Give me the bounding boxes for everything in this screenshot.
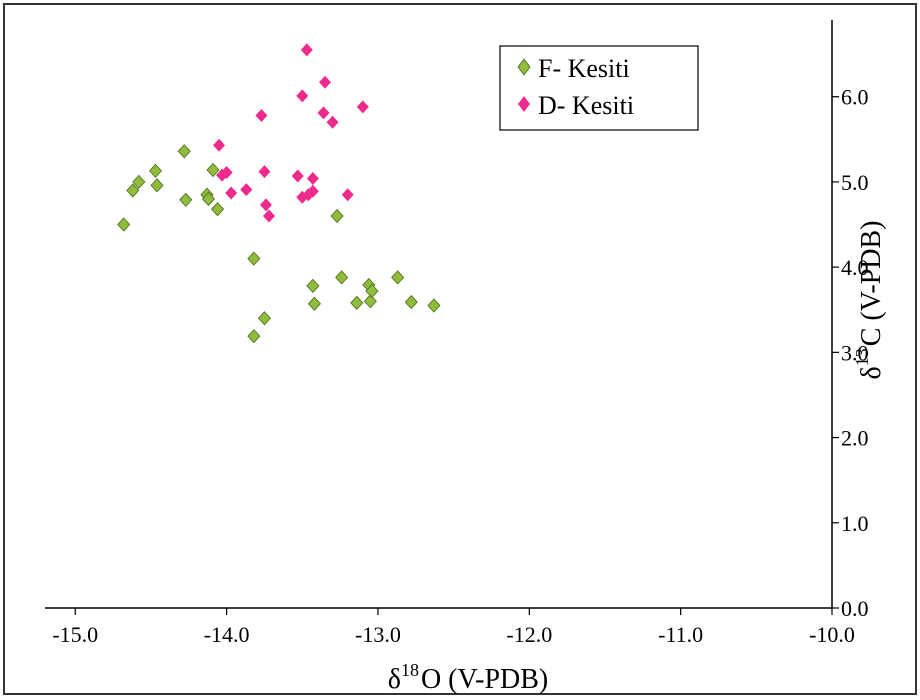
legend-marker-f-kesiti	[517, 58, 531, 76]
data-point	[201, 191, 215, 207]
y-axis-title-sup: 13	[852, 348, 872, 366]
legend: F- Kesiti D- Kesiti	[499, 45, 699, 131]
data-point	[306, 172, 319, 186]
x-axis: -15.0 -14.0 -13.0 -12.0 -11.0 -10.0	[45, 607, 855, 647]
y-tick-label: 6.0	[841, 85, 869, 110]
data-point	[306, 184, 319, 198]
data-point	[365, 283, 379, 299]
y-tick-label: 2.0	[841, 426, 869, 451]
data-point	[148, 163, 163, 178]
data-point	[318, 75, 331, 89]
x-tick-label: -12.0	[506, 622, 552, 647]
y-axis-title-rest: C (V-PDB)	[856, 221, 887, 347]
series-d-kesiti	[213, 43, 369, 223]
data-point	[240, 183, 253, 197]
x-tick-label: -15.0	[52, 622, 98, 647]
data-point	[126, 183, 140, 198]
data-point	[210, 202, 225, 217]
data-point	[257, 311, 271, 326]
legend-label-d-kesiti: D- Kesiti	[538, 91, 634, 120]
data-point	[206, 162, 220, 178]
x-tick-label: -13.0	[355, 622, 401, 647]
legend-marker-d-kesiti	[518, 96, 530, 112]
data-point	[317, 106, 330, 120]
data-point	[291, 169, 304, 183]
data-point	[330, 208, 344, 224]
data-point	[427, 298, 441, 313]
data-point	[356, 100, 369, 114]
data-point	[296, 89, 309, 103]
data-point	[262, 209, 275, 223]
data-point	[179, 192, 193, 207]
data-point	[213, 138, 226, 152]
x-tick-label: -14.0	[204, 622, 250, 647]
data-point	[225, 186, 238, 200]
x-tick-label: -11.0	[658, 622, 703, 647]
data-point	[258, 165, 271, 179]
x-axis-title-sup: 18	[401, 660, 419, 680]
data-point	[247, 251, 261, 266]
data-point	[300, 43, 313, 57]
data-point	[404, 294, 418, 310]
series-f-kesiti	[117, 144, 441, 344]
data-point	[259, 198, 272, 212]
y-axis-title: δ13C (V-PDB)	[852, 221, 887, 380]
data-point	[335, 270, 349, 285]
data-point	[220, 166, 233, 180]
chart-frame	[3, 3, 917, 695]
x-tick-label: -10.0	[809, 622, 855, 647]
legend-box	[499, 45, 699, 131]
legend-label-f-kesiti: F- Kesiti	[538, 54, 630, 83]
data-point	[341, 188, 354, 202]
data-point	[247, 329, 261, 344]
y-tick-label: 1.0	[841, 511, 869, 536]
y-tick-label: 0.0	[841, 596, 869, 621]
y-tick-label: 3.0	[841, 340, 869, 365]
data-point	[255, 108, 268, 122]
data-point	[132, 174, 146, 190]
y-tick-label: 5.0	[841, 170, 869, 195]
y-tick-label: 4.0	[841, 255, 869, 280]
data-point	[150, 178, 164, 193]
y-axis: 0.0 1.0 2.0 3.0 4.0 5.0 6.0	[831, 20, 869, 621]
data-point	[326, 115, 339, 129]
data-point	[363, 294, 377, 309]
data-point	[350, 295, 364, 311]
data-point	[391, 270, 405, 285]
x-axis-title: δ18O (V-PDB)	[388, 660, 549, 695]
x-axis-title-rest: O (V-PDB)	[421, 664, 548, 695]
data-points	[117, 43, 441, 344]
data-point	[177, 144, 191, 159]
data-point	[306, 278, 320, 293]
data-point	[307, 296, 321, 311]
data-point	[117, 217, 131, 232]
